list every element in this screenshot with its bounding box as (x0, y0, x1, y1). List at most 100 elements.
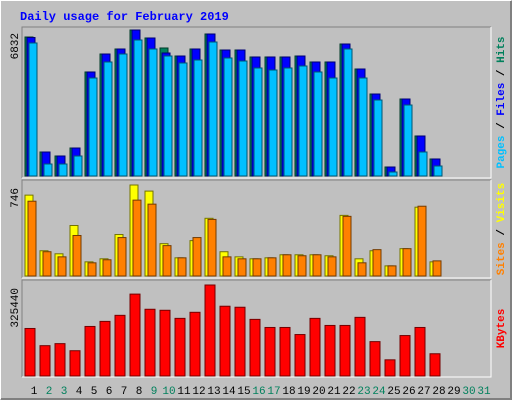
bar (399, 335, 411, 377)
bar (54, 343, 66, 377)
legend-separator: / (496, 222, 508, 242)
bar (238, 60, 248, 177)
bar (42, 251, 52, 277)
bar (102, 259, 112, 277)
y-tick-label: 325440 (10, 288, 22, 328)
bar (387, 265, 397, 277)
legend-separator: / (496, 63, 508, 83)
x-tick-label: 28 (432, 386, 445, 398)
bar (148, 48, 158, 177)
x-tick-label: 14 (222, 386, 236, 398)
legend-entry: Sites (496, 242, 508, 275)
x-tick-label: 20 (312, 386, 325, 398)
bar (133, 39, 143, 177)
panel-border-dark (21, 26, 491, 178)
bar (73, 155, 83, 177)
bar (297, 255, 307, 277)
y-tick-label: 746 (10, 188, 22, 208)
bar (208, 41, 218, 177)
bar (373, 99, 383, 177)
bar (27, 200, 37, 277)
x-tick-label: 30 (462, 386, 475, 398)
legend: Pages / Files / Hits (496, 36, 508, 168)
x-tick-label: 18 (282, 386, 295, 398)
bar (358, 77, 368, 177)
bar (159, 309, 171, 377)
bar (84, 325, 96, 377)
bar (328, 77, 338, 177)
bar (403, 104, 413, 177)
x-tick-label: 3 (61, 386, 68, 398)
bar (384, 359, 396, 377)
bar (87, 262, 97, 277)
bar (144, 308, 156, 377)
legend-separator: / (496, 116, 508, 136)
x-tick-label: 7 (121, 386, 128, 398)
bar (24, 327, 36, 377)
bar (309, 317, 321, 377)
x-tick-label: 15 (237, 386, 250, 398)
bar (253, 67, 263, 177)
panel-border-dark (21, 279, 491, 377)
bar (204, 284, 216, 377)
bar (298, 65, 308, 177)
bar (388, 171, 398, 177)
x-tick-label: 31 (477, 386, 491, 398)
x-tick-label: 12 (192, 386, 205, 398)
panel-border-light (22, 280, 492, 378)
bar (429, 353, 441, 377)
bar (219, 305, 231, 377)
x-tick-label: 24 (372, 386, 386, 398)
bar (163, 55, 173, 177)
legend-entry: Files (496, 83, 508, 116)
bar (324, 324, 336, 377)
bar (58, 163, 68, 177)
bar (223, 57, 233, 177)
x-tick-label: 26 (402, 386, 415, 398)
x-tick-label: 19 (297, 386, 310, 398)
bar (312, 254, 322, 277)
bar (234, 306, 246, 377)
bar (147, 203, 157, 277)
bar (43, 163, 53, 177)
bar (354, 316, 366, 377)
bar (339, 324, 351, 377)
bar (369, 341, 381, 377)
bar (252, 258, 262, 277)
x-tick-label: 29 (447, 386, 460, 398)
bar (283, 67, 293, 177)
x-tick-label: 10 (162, 386, 175, 398)
bar (279, 326, 291, 377)
bar (222, 256, 232, 277)
x-tick-label: 11 (177, 386, 191, 398)
bar (264, 326, 276, 377)
x-tick-label: 13 (207, 386, 220, 398)
bar (357, 262, 367, 277)
bar (207, 218, 217, 277)
bar (177, 257, 187, 277)
legend: Sites / Visits (496, 183, 508, 275)
bar (267, 257, 277, 277)
bar (69, 350, 81, 377)
bar (417, 205, 427, 277)
panel-border-light (22, 27, 492, 179)
bar (39, 345, 51, 377)
bar (72, 235, 82, 277)
bar (343, 48, 353, 177)
bar (117, 237, 127, 277)
bar (268, 69, 278, 177)
bar (114, 314, 126, 377)
x-tick-label: 21 (327, 386, 341, 398)
y-tick-label: 6832 (10, 33, 22, 59)
x-tick-label: 25 (387, 386, 400, 398)
legend-entry: KBytes (496, 309, 508, 349)
chart-title: Daily usage for February 2019 (20, 10, 229, 24)
bar (433, 165, 443, 177)
x-tick-label: 22 (342, 386, 355, 398)
bar (99, 320, 111, 377)
legend-entry: Pages (496, 136, 508, 169)
bar (294, 334, 306, 377)
bar (237, 258, 247, 277)
